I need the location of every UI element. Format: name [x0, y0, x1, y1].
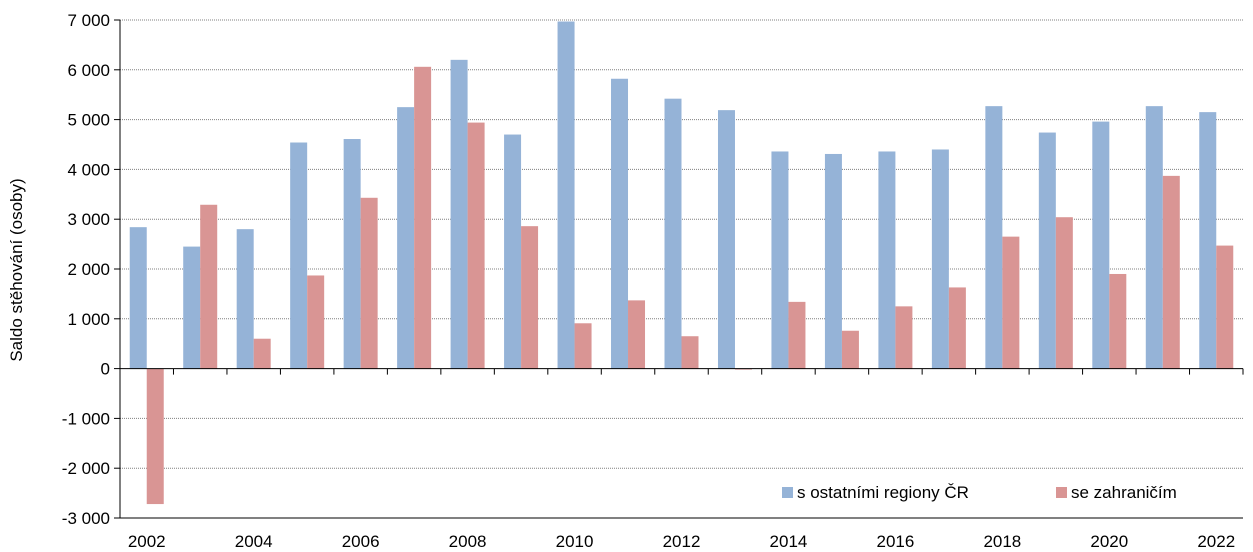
y-tick-label: -1 000 [62, 409, 110, 428]
bar-abroad [521, 226, 539, 369]
bar-abroad [1109, 273, 1127, 369]
y-tick-label: 0 [101, 360, 110, 379]
y-tick-label: -2 000 [62, 459, 110, 478]
bar-regions [878, 151, 896, 369]
bar-abroad [414, 66, 432, 369]
legend: s ostatními regiony ČR se zahraničím [782, 483, 1177, 502]
bar-regions [824, 153, 842, 369]
bar-abroad [467, 122, 485, 369]
bar-abroad [200, 204, 218, 369]
y-tick-label: 7 000 [67, 11, 110, 30]
bar-regions [343, 139, 361, 369]
bar-regions [611, 78, 629, 369]
bar-regions [557, 21, 575, 369]
bar-abroad [1216, 245, 1234, 369]
bar-regions [397, 107, 415, 369]
y-tick-label: 3 000 [67, 210, 110, 229]
y-tick-label: 6 000 [67, 61, 110, 80]
bar-abroad [948, 287, 966, 369]
bar-regions [129, 227, 147, 369]
axes [119, 20, 1244, 519]
bar-regions [664, 98, 682, 369]
bar-abroad [628, 300, 646, 369]
bar-abroad [895, 306, 913, 369]
x-tick-label: 2006 [342, 532, 380, 551]
x-tick-labels: 2002 2004 2006 2008 2010 2012 2014 2016 2018 2020… [128, 532, 1235, 551]
bar-regions [1092, 121, 1110, 369]
legend-swatch-regions [782, 487, 793, 498]
bar-regions [1038, 132, 1056, 369]
bar-abroad [253, 338, 271, 369]
bar-abroad [146, 368, 164, 505]
legend-label-regions: s ostatními regiony ČR [797, 483, 969, 502]
bar-abroad [841, 330, 859, 369]
x-tick-label: 2004 [235, 532, 273, 551]
y-tick-labels: -3 000 -2 000 -1 000 0 1 000 2 000 3 000 4 000 5… [62, 11, 110, 528]
gridlines [114, 19, 1243, 519]
legend-label-abroad: se zahraničím [1071, 483, 1177, 502]
bar-abroad [681, 336, 699, 369]
bar-abroad [307, 275, 325, 369]
x-tick-label: 2010 [556, 532, 594, 551]
bar-regions [450, 59, 468, 369]
y-axis-label: Saldo stěhování (osoby) [7, 178, 26, 361]
bar-abroad [1055, 217, 1073, 369]
x-tick-label: 2022 [1197, 532, 1235, 551]
bar-regions [1199, 112, 1217, 369]
legend-swatch-abroad [1056, 487, 1067, 498]
y-tick-label: 2 000 [67, 260, 110, 279]
x-tick-label: 2016 [876, 532, 914, 551]
bar-regions [504, 134, 522, 369]
bar-abroad [574, 323, 592, 369]
y-tick-label: 4 000 [67, 160, 110, 179]
bar-abroad [1162, 175, 1180, 369]
bar-regions [236, 229, 254, 369]
x-tick-label: 2012 [663, 532, 701, 551]
bar-regions [985, 106, 1003, 369]
x-tick-label: 2020 [1090, 532, 1128, 551]
bar-regions [771, 151, 789, 369]
y-tick-label: 5 000 [67, 111, 110, 130]
x-tick-label: 2002 [128, 532, 166, 551]
y-tick-label: 1 000 [67, 310, 110, 329]
x-tick-label: 2008 [449, 532, 487, 551]
bar-abroad [788, 301, 806, 369]
bar-regions [717, 110, 735, 369]
bar-abroad [360, 197, 378, 369]
bar-regions [1145, 106, 1163, 369]
bar-regions [931, 149, 949, 369]
x-tick-label: 2018 [983, 532, 1021, 551]
bars [129, 21, 1234, 505]
bar-regions [290, 142, 308, 369]
bar-regions [183, 246, 201, 369]
y-tick-label: -3 000 [62, 509, 110, 528]
x-tick-label: 2014 [770, 532, 808, 551]
bar-abroad [1002, 236, 1020, 369]
